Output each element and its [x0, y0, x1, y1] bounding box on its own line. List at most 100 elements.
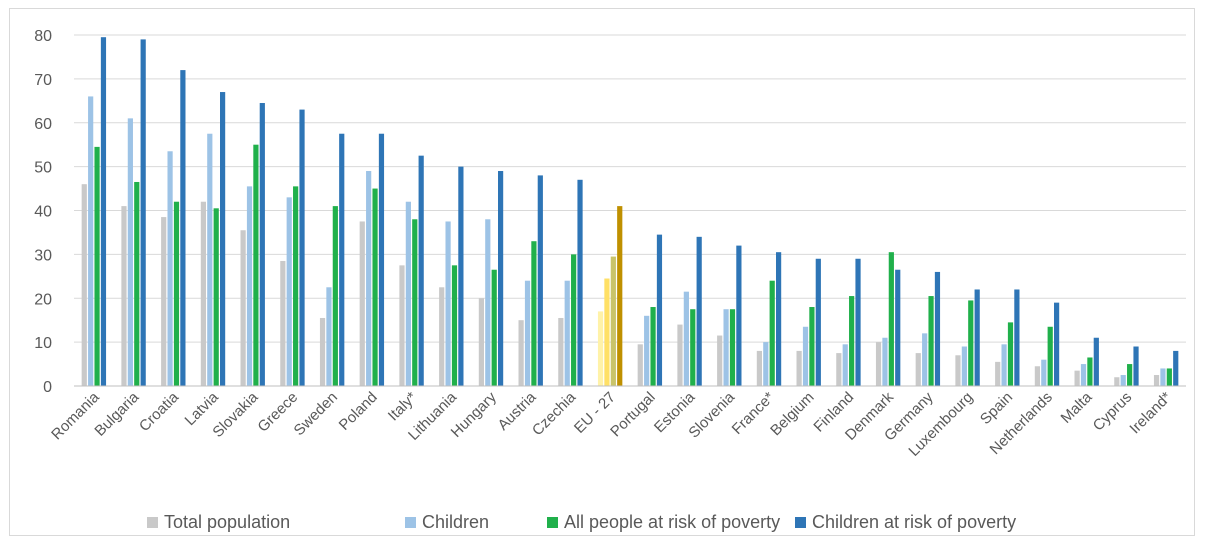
bar-total-population-estonia [677, 324, 683, 386]
bar-children-at-risk-of-poverty-ireland [1173, 350, 1179, 386]
bar-all-people-at-risk-of-poverty-latvia [213, 208, 219, 386]
bar-all-people-at-risk-of-poverty-finland [849, 296, 855, 386]
bar-all-people-at-risk-of-poverty-portugal [650, 307, 656, 386]
bar-all-people-at-risk-of-poverty-germany [928, 296, 934, 386]
bar-children-at-risk-of-poverty-romania [100, 37, 107, 386]
legend: Total population Children All people at ri… [147, 512, 1016, 532]
bar-total-population-netherlands [1034, 366, 1040, 386]
bar-all-people-at-risk-of-poverty-cyprus [1127, 364, 1133, 386]
x-category-label: Czechia [529, 388, 580, 439]
bar-children-lithuania [445, 221, 451, 386]
y-tick-label: 20 [34, 291, 52, 308]
bar-total-population-denmark [875, 342, 882, 387]
bar-children-at-risk-of-poverty-greece [299, 109, 305, 386]
bar-children-portugal [644, 315, 650, 386]
bar-all-people-at-risk-of-poverty-bulgaria [134, 181, 140, 386]
bar-children-at-risk-of-poverty-netherlands [1054, 302, 1060, 386]
bar-all-people-at-risk-of-poverty-hungary [491, 269, 497, 386]
bar-children-at-risk-of-poverty-lithuania [458, 166, 464, 387]
bar-all-people-at-risk-of-poverty-sweden [332, 206, 338, 386]
bar-total-population-malta [1074, 370, 1080, 386]
x-category-label: Belgium [767, 389, 817, 439]
legend-swatch [405, 517, 416, 528]
bar-total-population-italy [399, 265, 405, 386]
bar-total-population-latvia [200, 201, 206, 386]
bar-children-at-risk-of-poverty-austria [537, 175, 543, 386]
bar-all-people-at-risk-of-poverty-malta [1087, 357, 1093, 386]
bar-children-at-risk-of-poverty-finland [855, 258, 861, 386]
bar-total-population-hungary [478, 298, 484, 386]
bar-children-luxembourg [961, 346, 967, 386]
y-tick-label: 0 [43, 379, 52, 396]
x-category-label: Italy* [385, 389, 421, 425]
bar-children-romania [88, 96, 94, 387]
bar-children-czechia [564, 280, 570, 386]
bar-total-population-romania [81, 184, 87, 386]
bar-total-population-france [756, 350, 762, 386]
legend-swatch [547, 517, 558, 528]
bar-children-hungary [485, 219, 491, 386]
bar-children-finland [842, 344, 848, 386]
y-tick-label: 30 [34, 247, 52, 264]
bar-all-people-at-risk-of-poverty-denmark [888, 252, 894, 386]
bar-total-population-lithuania [439, 287, 445, 386]
bar-all-people-at-risk-of-poverty-greece [293, 186, 299, 386]
x-category-label: Sweden [291, 389, 341, 439]
bar-children-at-risk-of-poverty-cyprus [1133, 346, 1139, 386]
bar-children-austria [524, 280, 531, 386]
x-category-label: Portugal [607, 389, 659, 441]
bar-children-netherlands [1041, 359, 1047, 386]
bar-all-people-at-risk-of-poverty-austria [531, 241, 537, 386]
bar-all-people-at-risk-of-poverty-lithuania [451, 265, 458, 386]
bar-children-bulgaria [127, 118, 133, 387]
bar-children-slovenia [723, 309, 729, 386]
bar-children-belgium [802, 326, 809, 386]
bar-all-people-at-risk-of-poverty-luxembourg [968, 300, 974, 386]
bar-children-spain [1001, 344, 1007, 386]
legend-label: Children at risk of poverty [812, 512, 1016, 532]
bar-children-eu-27 [604, 278, 610, 386]
bar-all-people-at-risk-of-poverty-ireland [1166, 368, 1172, 386]
legend-label: Children [422, 512, 489, 532]
x-category-label: Poland [336, 389, 381, 434]
bar-children-germany [922, 333, 928, 386]
bar-children-at-risk-of-poverty-bulgaria [140, 39, 146, 386]
bar-children-at-risk-of-poverty-poland [378, 133, 385, 386]
bar-children-denmark [882, 337, 888, 386]
bar-total-population-portugal [637, 344, 643, 386]
bar-children-greece [286, 197, 292, 386]
bar-children-at-risk-of-poverty-malta [1093, 337, 1099, 386]
bar-all-people-at-risk-of-poverty-slovenia [729, 309, 736, 386]
y-tick-label: 10 [34, 335, 52, 352]
x-category-label: Romania [48, 388, 103, 443]
bar-all-people-at-risk-of-poverty-romania [94, 146, 100, 386]
x-category-label: Ireland* [1126, 389, 1175, 438]
bar-children-poland [366, 171, 372, 386]
bar-children-italy [405, 201, 411, 386]
bar-total-population-czechia [558, 317, 564, 386]
bar-total-population-slovakia [240, 230, 246, 386]
bar-total-population-poland [359, 221, 365, 386]
bar-children-at-risk-of-poverty-luxembourg [974, 289, 980, 386]
bar-children-slovakia [246, 186, 253, 386]
bar-children-cyprus [1120, 375, 1126, 386]
gridlines [74, 34, 1186, 343]
bar-children-malta [1080, 364, 1087, 386]
bar-children-at-risk-of-poverty-italy [418, 155, 424, 386]
y-tick-label: 80 [34, 28, 52, 45]
bar-total-population-slovenia [717, 335, 723, 386]
bar-total-population-bulgaria [121, 206, 127, 386]
x-category-label: Bulgaria [91, 388, 142, 439]
bar-children-at-risk-of-poverty-slovakia [259, 103, 265, 386]
legend-swatch [147, 517, 158, 528]
bar-children-latvia [207, 133, 213, 386]
y-axis-ticks: 0 10 20 30 40 50 60 70 80 [34, 28, 52, 396]
chart-frame: 0 10 20 30 40 50 60 70 80 Romania Bulgaria Croatia… [9, 8, 1195, 536]
bar-total-population-belgium [796, 350, 802, 386]
legend-swatch [795, 517, 806, 528]
bar-total-population-luxembourg [955, 355, 961, 386]
bar-children-estonia [683, 291, 689, 386]
bar-children-france [763, 342, 769, 387]
bar-children-at-risk-of-poverty-estonia [696, 236, 702, 386]
bar-all-people-at-risk-of-poverty-belgium [809, 307, 815, 386]
